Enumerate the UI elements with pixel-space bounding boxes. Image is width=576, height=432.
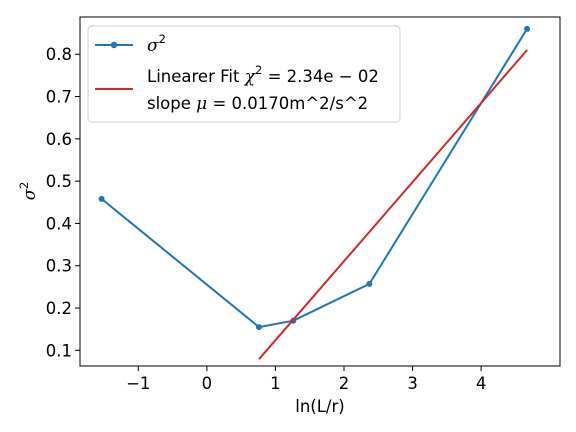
data-point (366, 280, 373, 287)
x-axis-ticks: −1 0 1 2 3 4 (126, 366, 486, 393)
series-line-2 (258, 49, 528, 360)
x-tick-label: 0 (202, 374, 213, 393)
data-point (98, 195, 105, 202)
y-axis-label-symbol: σ (20, 188, 39, 200)
x-tick-label: 2 (339, 374, 350, 393)
legend-label-series2-line1: Linearer Fit χ2 = 2.34e − 02 (147, 63, 379, 87)
legend-fit-prefix: Linearer Fit (147, 67, 245, 86)
y-axis-label-group: σ2 (17, 182, 39, 201)
legend-chi-symbol: χ (244, 67, 257, 87)
legend-handle-series1-marker (110, 41, 118, 49)
y-tick-label: 0.5 (46, 172, 72, 191)
legend-label-series1-sup: 2 (159, 32, 166, 46)
legend-chi-sup: 2 (255, 63, 262, 77)
legend-mu-symbol: μ (196, 94, 207, 114)
x-tick-label: 3 (407, 374, 418, 393)
y-tick-label: 0.6 (46, 130, 72, 149)
x-tick-label: 1 (270, 374, 281, 393)
x-tick-label: −1 (126, 374, 150, 393)
legend-label-series2-line2: slope μ = 0.0170m^2/s^2 (147, 94, 368, 114)
y-axis-ticks: 0.1 0.2 0.3 0.4 0.5 0.6 0.7 0.8 (46, 45, 80, 360)
series-layer (98, 25, 531, 360)
y-tick-label: 0.1 (46, 341, 72, 360)
legend-slope-value: = 0.0170m^2/s^2 (207, 94, 368, 113)
y-axis-label: σ2 (17, 182, 39, 201)
x-axis-label: ln(L/r) (295, 397, 344, 416)
data-point (524, 25, 531, 32)
data-point (255, 324, 262, 331)
legend-box (87, 25, 401, 123)
y-axis-label-sup: 2 (17, 182, 31, 189)
y-tick-label: 0.8 (46, 45, 72, 64)
y-tick-label: 0.4 (46, 214, 72, 233)
legend: σ2 Linearer Fit χ2 = 2.34e − 02 slope μ … (87, 25, 401, 123)
legend-label-series1-symbol: σ (147, 36, 159, 56)
legend-label-series1: σ2 (147, 32, 166, 56)
y-tick-label: 0.7 (46, 88, 72, 107)
plot-frame (79, 16, 561, 367)
legend-chi-value: = 2.34e − 02 (262, 67, 379, 86)
y-tick-label: 0.2 (46, 299, 72, 318)
legend-slope-prefix: slope (147, 94, 196, 113)
y-tick-label: 0.3 (46, 257, 72, 276)
x-tick-label: 4 (476, 374, 487, 393)
